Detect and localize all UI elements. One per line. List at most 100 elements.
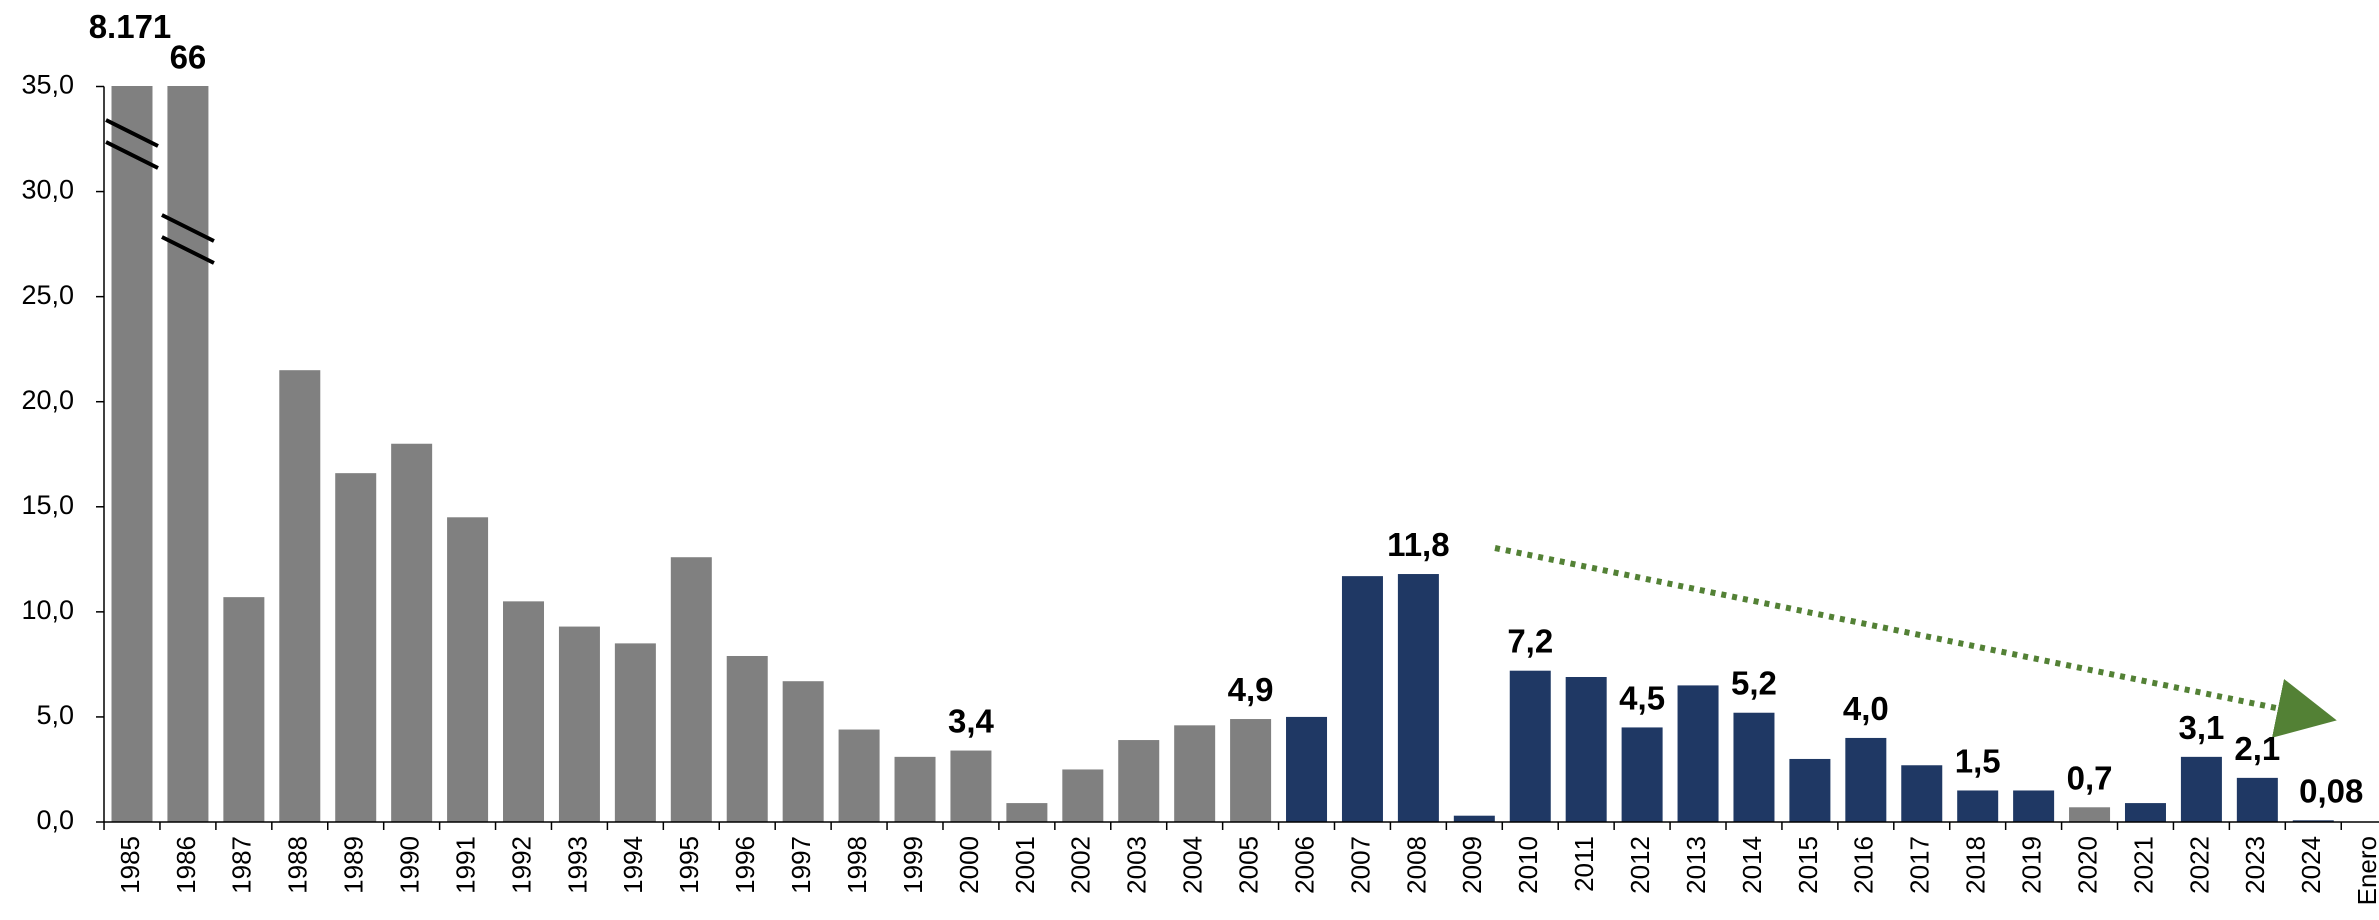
x-tick-label: 2019 [2016, 836, 2046, 894]
axis-break [161, 213, 215, 243]
x-tick-label: 2011 [1569, 836, 1599, 892]
x-tick-label: 2017 [1905, 836, 1935, 894]
value-label: 8.171 [89, 8, 172, 45]
value-label: 1,5 [1955, 742, 2001, 779]
x-tick-label: 1987 [227, 836, 257, 894]
x-tick-label: 2001 [1010, 836, 1040, 894]
y-tick-label: 10,0 [21, 595, 74, 625]
y-tick-label: 25,0 [21, 280, 74, 310]
value-label: 4,5 [1619, 679, 1665, 716]
bar [2124, 803, 2166, 822]
x-tick-label: 1985 [115, 836, 145, 894]
bar [1565, 677, 1607, 822]
y-tick-label: 15,0 [21, 490, 74, 520]
bar [950, 750, 992, 822]
x-tick-label: Enero [2352, 836, 2379, 905]
bar [1286, 716, 1328, 822]
axis-break [161, 235, 215, 265]
bar [670, 557, 712, 822]
bar [1341, 576, 1383, 822]
x-tick-label: 2023 [2240, 836, 2270, 894]
value-label: 3,4 [948, 703, 995, 740]
y-tick-label: 5,0 [36, 700, 74, 730]
x-tick-label: 1993 [562, 836, 592, 894]
bar [726, 655, 768, 822]
x-tick-label: 1994 [618, 836, 648, 894]
value-label: 0,08 [2299, 772, 2363, 809]
x-tick-label: 1997 [786, 836, 816, 894]
x-tick-label: 2005 [1233, 836, 1263, 894]
x-tick-label: 2009 [1457, 836, 1487, 894]
bar [1509, 670, 1551, 822]
bar [2180, 756, 2222, 822]
bar [503, 601, 545, 822]
x-tick-label: 1999 [898, 836, 928, 894]
value-label: 3,1 [2178, 709, 2224, 746]
bar [1453, 815, 1495, 822]
x-tick-label: 2018 [1961, 836, 1991, 894]
x-tick-label: 2021 [2128, 836, 2158, 894]
bar [2013, 790, 2055, 822]
x-tick-label: 1990 [395, 836, 425, 894]
bar [223, 597, 265, 822]
bar [1062, 769, 1104, 822]
value-label: 2,1 [2234, 730, 2280, 767]
y-tick-label: 35,0 [21, 70, 74, 100]
x-tick-label: 2024 [2296, 836, 2326, 894]
y-tick-label: 0,0 [36, 805, 74, 835]
value-label: 4,9 [1228, 671, 1274, 708]
x-tick-label: 2000 [954, 836, 984, 894]
bar [1677, 685, 1719, 822]
plot-area [111, 86, 2334, 822]
x-tick-label: 2015 [1793, 836, 1823, 894]
bar [2236, 777, 2278, 822]
bar [391, 443, 433, 822]
bar [335, 473, 377, 822]
y-tick-label: 30,0 [21, 175, 74, 205]
trend-arrow [1494, 545, 2337, 738]
x-tick-label: 1992 [506, 836, 536, 894]
bar [111, 86, 153, 822]
x-tick-label: 2022 [2184, 836, 2214, 894]
bar [2292, 820, 2334, 822]
bar [838, 729, 880, 822]
x-tick-label: 2004 [1178, 836, 1208, 894]
bar [1174, 725, 1216, 822]
bar [558, 626, 600, 822]
x-tick-label: 1995 [674, 836, 704, 894]
x-tick-label: 1986 [171, 836, 201, 894]
x-tick-label: 2006 [1289, 836, 1319, 894]
bar [1230, 719, 1272, 822]
x-tick-label: 2014 [1737, 836, 1767, 894]
bar [1397, 574, 1439, 822]
value-label: 7,2 [1507, 623, 1553, 660]
x-tick-label: 1998 [842, 836, 872, 894]
bar [1901, 765, 1943, 822]
bar [894, 756, 936, 822]
bar [1957, 790, 1999, 822]
x-tick-label: 2003 [1122, 836, 1152, 894]
x-tick-label: 2007 [1345, 836, 1375, 894]
bar [1845, 737, 1887, 822]
value-label: 0,7 [2067, 759, 2113, 796]
bar [279, 370, 321, 822]
x-tick-label: 1988 [283, 836, 313, 894]
x-tick-label: 2012 [1625, 836, 1655, 894]
x-tick-label: 2010 [1513, 836, 1543, 894]
bar [1733, 712, 1775, 822]
x-tick-label: 1989 [339, 836, 369, 894]
x-tick-label: 2016 [1849, 836, 1879, 894]
x-tick-label: 2020 [2072, 836, 2102, 894]
bar [1118, 740, 1160, 822]
bar [1621, 727, 1663, 822]
x-tick-label: 2002 [1066, 836, 1096, 894]
bar [1006, 803, 1048, 822]
bar [167, 86, 209, 822]
value-label: 11,8 [1387, 526, 1449, 563]
axis-break [105, 118, 159, 148]
bar [447, 517, 489, 822]
bar [782, 681, 824, 822]
value-label: 66 [170, 39, 207, 76]
x-tick-label: 2008 [1401, 836, 1431, 894]
